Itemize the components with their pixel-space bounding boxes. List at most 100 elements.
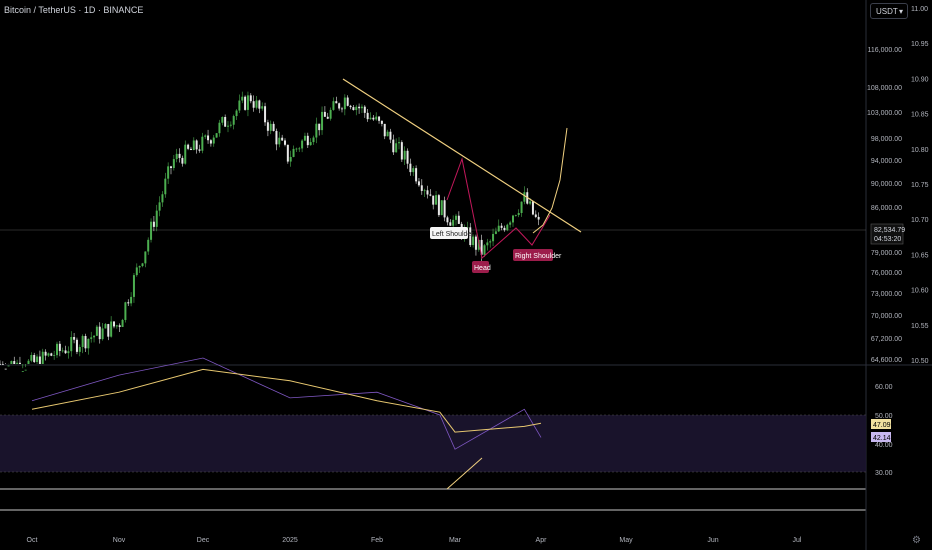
candle-up bbox=[90, 337, 93, 339]
rsi-divergence-line bbox=[446, 457, 483, 490]
svg-text:Left Shoulder: Left Shoulder bbox=[432, 231, 474, 238]
log-axis[interactable]: 11.00 10.95 10.90 10.85 10.80 10.75 10.70 10.65… bbox=[911, 6, 929, 365]
candle-up bbox=[497, 225, 500, 232]
price-axis-label: 70,000.00 bbox=[871, 313, 902, 320]
candle-up bbox=[70, 336, 73, 352]
candle-down bbox=[198, 149, 201, 151]
candle-down bbox=[372, 117, 375, 120]
currency-label: USDT bbox=[876, 7, 898, 16]
candle-up bbox=[218, 122, 221, 134]
candle-up bbox=[512, 215, 514, 223]
candle-down bbox=[349, 105, 352, 108]
currency-selector[interactable]: USDT ▾ bbox=[870, 3, 908, 19]
svg-text:42.14: 42.14 bbox=[873, 435, 891, 442]
price-axis-label: 79,000.00 bbox=[871, 250, 902, 257]
candle-down bbox=[443, 200, 446, 218]
candle-up bbox=[289, 156, 292, 162]
candle-up bbox=[184, 144, 187, 164]
candle-up bbox=[369, 117, 372, 120]
candle-down bbox=[400, 142, 403, 160]
candle-up bbox=[255, 100, 258, 108]
candle-up bbox=[298, 148, 301, 150]
time-axis[interactable]: Oct Nov Dec 2025 Feb Mar Apr May Jun Jul bbox=[27, 537, 802, 544]
time-axis-label: Mar bbox=[449, 537, 462, 544]
candle-up bbox=[78, 346, 81, 352]
gear-icon[interactable]: ⚙ bbox=[912, 535, 921, 546]
candle-up bbox=[175, 153, 178, 160]
candle-down bbox=[195, 140, 198, 150]
candle-down bbox=[252, 101, 255, 108]
candle-up bbox=[435, 195, 438, 205]
candle-up bbox=[343, 97, 346, 110]
rsi-value-label: 42.14 bbox=[871, 432, 891, 442]
candle-down bbox=[50, 353, 53, 356]
candle-up bbox=[517, 213, 520, 216]
candle-up bbox=[24, 369, 27, 371]
candle-up bbox=[232, 116, 235, 125]
candle-down bbox=[318, 123, 321, 131]
log-axis-label: 10.60 bbox=[911, 288, 929, 295]
candle-up bbox=[150, 221, 153, 240]
time-axis-label: Jun bbox=[707, 537, 718, 544]
price-axis[interactable]: 116,000.00 108,000.00 103,000.00 98,000.00 9… bbox=[867, 47, 902, 364]
candle-down bbox=[449, 222, 452, 226]
candle-down bbox=[189, 148, 192, 151]
candle-up bbox=[523, 192, 526, 202]
candle-down bbox=[531, 201, 534, 215]
candle-down bbox=[33, 355, 36, 363]
candle-up bbox=[386, 131, 389, 137]
candle-down bbox=[98, 326, 101, 340]
candle-down bbox=[420, 185, 423, 191]
price-axis-label: 98,000.00 bbox=[871, 136, 902, 143]
rsi-band bbox=[0, 415, 866, 472]
price-axis-label: 86,000.00 bbox=[871, 205, 902, 212]
candle-down bbox=[224, 116, 227, 127]
label-head: Head bbox=[472, 261, 491, 273]
candle-down bbox=[13, 361, 16, 364]
price-axis-label: 67,200.00 bbox=[871, 336, 902, 343]
log-axis-label: 10.55 bbox=[911, 323, 929, 330]
candle-down bbox=[170, 166, 172, 169]
candle-up bbox=[130, 296, 133, 304]
candle-down bbox=[4, 368, 7, 370]
log-axis-label: 10.50 bbox=[911, 358, 929, 365]
candle-down bbox=[258, 100, 261, 109]
label-left-shoulder: Left Shoulder bbox=[430, 227, 474, 239]
candle-up bbox=[235, 110, 238, 117]
head-shoulders-pattern bbox=[446, 157, 551, 259]
candle-down bbox=[338, 103, 341, 109]
candle-up bbox=[301, 140, 304, 149]
candle-up bbox=[489, 241, 492, 243]
candle-up bbox=[53, 355, 56, 356]
candle-up bbox=[403, 150, 406, 160]
time-axis-label: May bbox=[619, 537, 633, 544]
candle-down bbox=[326, 116, 329, 119]
candle-up bbox=[172, 159, 175, 169]
candle-up bbox=[95, 326, 98, 336]
log-axis-label: 11.00 bbox=[911, 6, 928, 13]
candle-up bbox=[124, 302, 127, 320]
candle-up bbox=[167, 166, 170, 179]
rsi-ma-value-label: 47.09 bbox=[871, 419, 891, 429]
candlestick-series bbox=[0, 91, 540, 372]
candle-up bbox=[138, 266, 141, 268]
candle-down bbox=[474, 236, 477, 250]
candle-up bbox=[101, 328, 104, 340]
candle-up bbox=[212, 137, 215, 144]
candle-up bbox=[423, 190, 426, 192]
price-axis-label: 90,000.00 bbox=[871, 181, 902, 188]
log-axis-label: 10.70 bbox=[911, 217, 929, 224]
candle-up bbox=[261, 106, 264, 109]
candle-up bbox=[7, 365, 10, 367]
price-axis-label: 94,000.00 bbox=[871, 158, 902, 165]
candle-up bbox=[455, 215, 457, 220]
symbol-title[interactable]: Bitcoin / TetherUS · 1D · BINANCE bbox=[4, 5, 144, 15]
candle-down bbox=[415, 168, 418, 182]
candle-down bbox=[392, 139, 395, 153]
candle-down bbox=[209, 140, 212, 144]
candle-up bbox=[21, 371, 24, 372]
rsi-axis-label: 40.00 bbox=[875, 442, 893, 449]
candle-up bbox=[514, 215, 517, 216]
candle-down bbox=[389, 131, 392, 140]
